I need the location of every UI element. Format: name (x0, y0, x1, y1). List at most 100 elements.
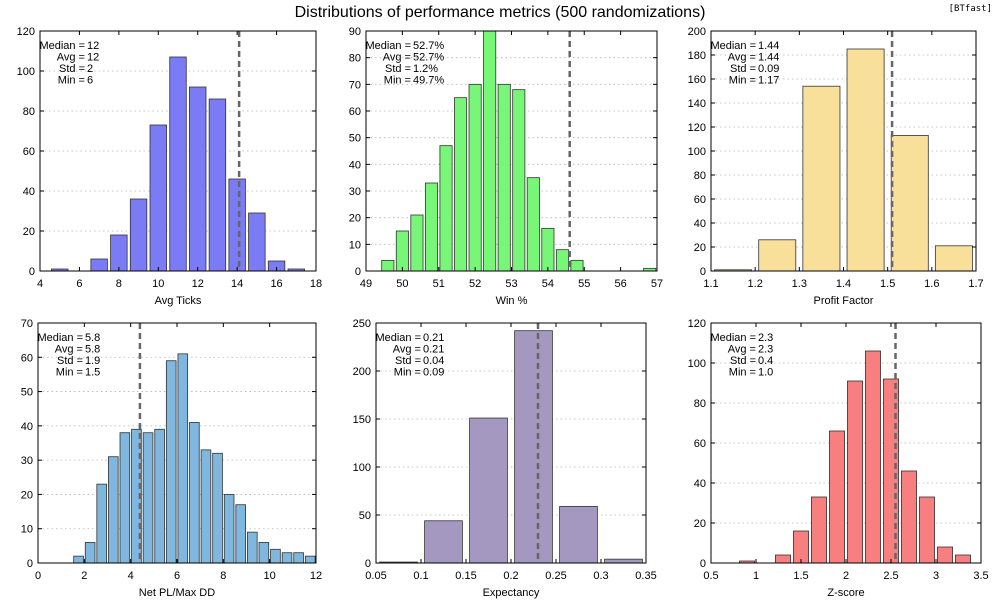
x-axis-label: Net PL/Max DD (139, 587, 215, 599)
histogram-bar (212, 452, 223, 564)
x-tick-label: 1.1 (703, 278, 718, 290)
y-tick-label: 40 (694, 218, 706, 230)
x-tick-label: 57 (651, 278, 663, 290)
source-tag: [BTfast] (948, 4, 992, 14)
stat-label: Median = (710, 332, 756, 344)
stat-label: Avg = (728, 344, 756, 356)
x-tick-label: 53 (505, 278, 517, 290)
histogram-bar (410, 214, 424, 272)
stat-value: 6 (87, 75, 93, 87)
histogram-bar (955, 554, 971, 564)
histogram-bar (228, 178, 246, 272)
stat-label: Std = (59, 63, 85, 75)
x-tick-label: 10 (152, 278, 164, 290)
histogram-bar (247, 531, 258, 564)
stat-value: 12 (87, 40, 99, 52)
stat-label: Median = (710, 40, 756, 52)
histogram-bar (424, 182, 438, 272)
y-tick-label: 100 (17, 66, 35, 78)
x-tick-label: 2 (81, 570, 87, 582)
stat-value: 0.04 (423, 355, 444, 367)
x-tick-label: 54 (542, 278, 554, 290)
histogram-bar (514, 330, 553, 564)
histogram-bar (802, 85, 841, 272)
histogram-bar (901, 470, 917, 564)
histogram-bar (775, 554, 791, 564)
x-tick-label: 16 (270, 278, 282, 290)
stat-value: 49.7% (413, 75, 444, 87)
histogram-bar (847, 380, 863, 564)
histogram-bar (281, 552, 293, 564)
y-tick-label: 200 (353, 366, 371, 378)
y-tick-label: 40 (23, 186, 35, 198)
stat-value: 0.21 (423, 344, 444, 356)
stat-label: Avg = (728, 52, 756, 64)
histogram-panel-4: 0 10 20 30 40 50 60 70 0 2 4 6 8 10 12 Net PL/Max DD Med… (21, 318, 322, 599)
stat-label: Median = (39, 40, 85, 52)
stat-value: 5.8 (85, 332, 100, 344)
stat-value: 0.4 (758, 355, 773, 367)
stat-label: Std = (730, 63, 756, 75)
y-tick-label: 0 (365, 558, 371, 570)
histogram-bar (169, 56, 187, 272)
stat-label: Avg = (393, 344, 421, 356)
x-tick-label: 12 (192, 278, 204, 290)
stat-value: 1.44 (758, 40, 779, 52)
x-tick-label: 0.15 (455, 570, 476, 582)
stat-label: Min = (729, 75, 756, 87)
y-tick-label: 90 (349, 26, 361, 38)
y-tick-label: 160 (688, 74, 706, 86)
histogram-bar (293, 552, 304, 564)
histogram-bar (154, 428, 165, 564)
histogram-bar (890, 134, 929, 272)
histogram-panel-3: 0 20 40 60 80 100 120 140 160 180 200 1.1 1.2 1.3 1.4 1… (688, 26, 984, 307)
y-tick-label: 70 (349, 79, 361, 91)
x-axis-label: Expectancy (483, 587, 540, 599)
histogram-bar (189, 422, 200, 564)
y-tick-label: 10 (349, 239, 361, 251)
y-tick-label: 60 (349, 106, 361, 118)
y-tick-label: 50 (349, 133, 361, 145)
x-tick-label: 8 (116, 278, 122, 290)
x-tick-label: 1.2 (748, 278, 763, 290)
figure-title: Distributions of performance metrics (50… (294, 4, 706, 21)
histogram-bar (235, 504, 246, 564)
x-tick-label: 55 (578, 278, 590, 290)
y-tick-label: 40 (694, 478, 706, 490)
histogram-bar (468, 83, 482, 272)
y-tick-label: 140 (688, 98, 706, 110)
histogram-bar (934, 245, 973, 272)
stat-label: Avg = (57, 52, 85, 64)
y-tick-label: 80 (694, 170, 706, 182)
y-tick-label: 40 (349, 159, 361, 171)
histogram-bar (846, 48, 885, 272)
x-tick-label: 0.1 (413, 570, 428, 582)
stat-label: Min = (384, 75, 411, 87)
y-tick-label: 50 (21, 387, 33, 399)
histogram-panel-2: 0 10 20 30 40 50 60 70 80 90 49 50 51 52 53 54 55 56 57 Win… (349, 26, 663, 307)
histogram-bar (84, 542, 96, 564)
y-tick-label: 250 (353, 318, 371, 330)
x-tick-label: 1.3 (792, 278, 807, 290)
y-tick-label: 10 (21, 524, 33, 536)
stat-label: Std = (57, 355, 83, 367)
histogram-bar (90, 258, 108, 272)
histogram-panel-1: 0 20 40 60 80 100 120 4 6 8 10 12 14 16 18 Avg Ticks Med… (17, 26, 322, 307)
stat-value: 1.5 (85, 367, 100, 379)
x-tick-label: 1.5 (793, 570, 808, 582)
y-tick-label: 30 (21, 455, 33, 467)
y-tick-label: 100 (688, 358, 706, 370)
y-tick-label: 200 (688, 26, 706, 38)
y-tick-label: 40 (21, 421, 33, 433)
histogram-bar (793, 530, 809, 564)
x-tick-label: 6 (174, 570, 180, 582)
histogram-bar (829, 430, 845, 564)
histogram-bar (119, 432, 131, 564)
histogram-bar (96, 483, 107, 564)
x-tick-label: 0.5 (703, 570, 718, 582)
y-tick-label: 60 (694, 194, 706, 206)
histogram-bar (469, 417, 508, 564)
stat-label: Std = (395, 355, 421, 367)
x-tick-label: 1 (753, 570, 759, 582)
y-tick-label: 60 (23, 146, 35, 158)
